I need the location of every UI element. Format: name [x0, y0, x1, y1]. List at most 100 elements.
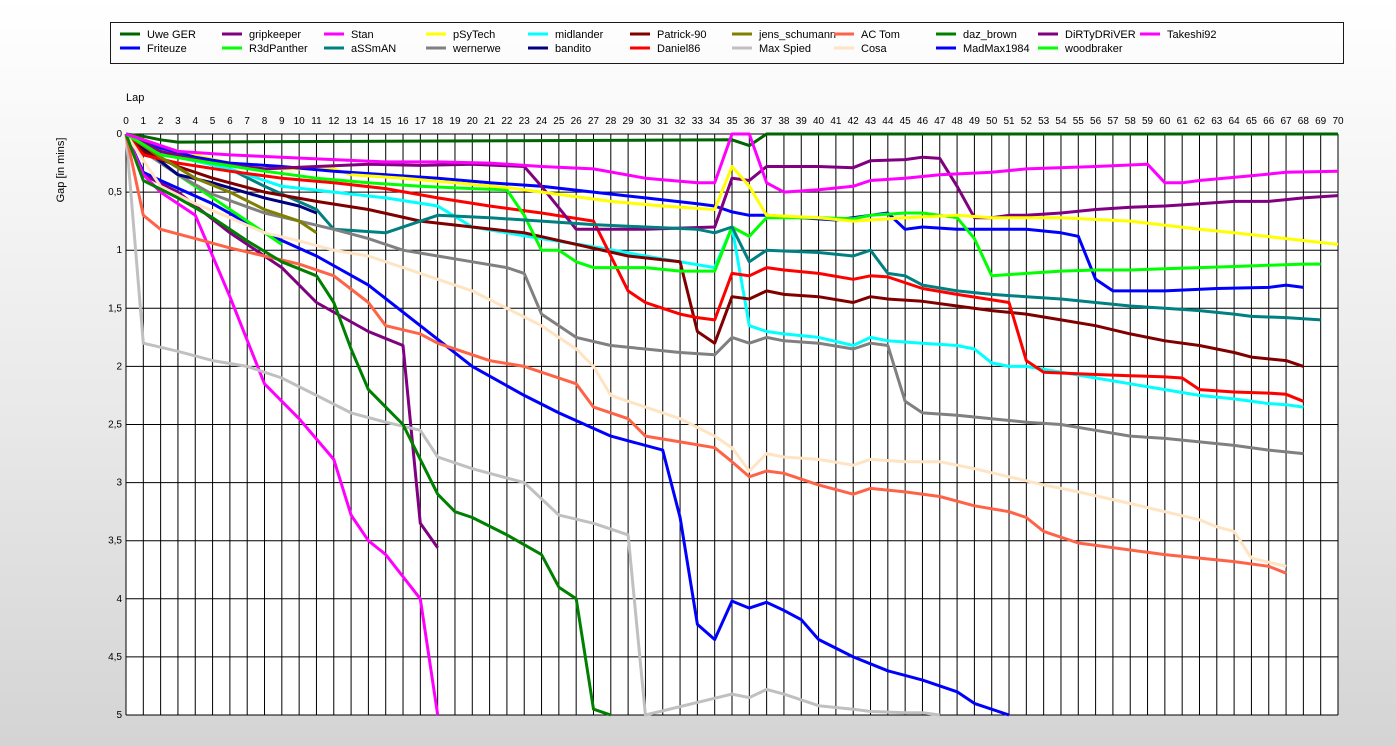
x-tick-label: 47: [934, 116, 946, 127]
legend-label: daz_brown: [963, 29, 1017, 41]
legend-label: R3dPanther: [249, 43, 308, 55]
x-tick-label: 68: [1298, 116, 1310, 127]
x-tick-label: 10: [294, 116, 306, 127]
legend-label: jens_schumann: [758, 29, 836, 41]
series-line-ac-tom: [124, 133, 1287, 575]
series-layer: [124, 132, 1339, 717]
axes: 0 1 2 3 4 5 6 7 8 9 10 11 12 13 14 15 16 17 18 19 20 21 22 23 24…: [108, 116, 1344, 721]
series-line-takeshi92: [125, 132, 1339, 194]
series-line-midlander: [125, 132, 1304, 409]
x-tick-label: 33: [692, 116, 704, 127]
x-tick-label: 30: [640, 116, 652, 127]
x-tick-label: 16: [397, 116, 409, 127]
x-tick-label: 70: [1332, 116, 1344, 127]
x-tick-label: 35: [726, 116, 738, 127]
x-tick-label: 37: [761, 116, 773, 127]
x-tick-label: 66: [1263, 116, 1275, 127]
x-tick-label: 28: [605, 116, 617, 127]
legend-label: Cosa: [861, 43, 888, 55]
y-tick-label: 1: [116, 245, 122, 256]
x-tick-label: 39: [796, 116, 808, 127]
legend-label: Daniel86: [657, 43, 700, 55]
x-tick-label: 49: [969, 116, 981, 127]
legend-label: Friteuze: [147, 43, 187, 55]
x-tick-label: 14: [363, 116, 375, 127]
x-tick-label: 52: [1021, 116, 1033, 127]
y-tick-label: 2,5: [108, 420, 122, 431]
x-tick-label: 64: [1229, 116, 1241, 127]
x-tick-label: 15: [380, 116, 392, 127]
x-tick-label: 44: [882, 116, 894, 127]
legend: Uwe GER Friteuze gripkeeper R3dPanther Stan a…: [120, 29, 1217, 55]
y-tick-label: 0: [116, 129, 122, 140]
y-tick-label: 2: [116, 361, 122, 372]
x-tick-label: 50: [986, 116, 998, 127]
x-tick-label: 24: [536, 116, 548, 127]
legend-label: gripkeeper: [249, 29, 301, 41]
x-tick-label: 31: [657, 116, 669, 127]
y-tick-label: 0,5: [108, 187, 122, 198]
x-axis-label: Lap: [126, 92, 144, 104]
x-tick-label: 67: [1280, 116, 1292, 127]
x-tick-label: 29: [623, 116, 635, 127]
x-tick-label: 69: [1315, 116, 1327, 127]
series-line-wernerwe: [333, 227, 1304, 456]
series-line-patrick-90: [124, 132, 1304, 368]
legend-label: bandito: [555, 43, 591, 55]
series-line-friteuze: [124, 133, 1010, 717]
x-tick-label: 12: [328, 116, 340, 127]
y-axis-label: Gap [in mins]: [55, 138, 67, 203]
x-tick-label: 59: [1142, 116, 1154, 127]
legend-label: midlander: [555, 29, 604, 41]
y-tick-label: 1,5: [108, 303, 122, 314]
legend-label: Max Spied: [759, 43, 811, 55]
legend-label: DiRTyDRiVER: [1065, 29, 1136, 41]
x-tick-label: 36: [744, 116, 756, 127]
series-line-max-spied: [124, 133, 940, 717]
series-line-daz-brown: [124, 133, 612, 717]
x-tick-label: 13: [346, 116, 358, 127]
series-line-stan: [124, 133, 440, 716]
x-tick-label: 2: [158, 116, 164, 127]
x-tick-label: 27: [588, 116, 600, 127]
series-line-assman: [333, 213, 1321, 322]
x-tick-label: 54: [1055, 116, 1067, 127]
x-tick-label: 56: [1090, 116, 1102, 127]
x-tick-label: 8: [262, 116, 268, 127]
x-tick-label: 22: [501, 116, 513, 127]
x-tick-label: 53: [1038, 116, 1050, 127]
series-line-jens-schumann: [125, 132, 318, 235]
y-tick-label: 4: [116, 594, 122, 605]
x-tick-label: 63: [1211, 116, 1223, 127]
x-tick-label: 62: [1194, 116, 1206, 127]
x-tick-label: 34: [709, 116, 721, 127]
x-tick-label: 6: [227, 116, 233, 127]
series-line-dirtydriver: [125, 132, 1339, 231]
x-tick-label: 23: [519, 116, 531, 127]
series-line-gripkeeper: [124, 133, 439, 549]
x-tick-label: 7: [244, 116, 250, 127]
x-tick-label: 20: [467, 116, 479, 127]
x-tick-label: 4: [192, 116, 198, 127]
legend-frame: [110, 22, 1344, 64]
x-tick-label: 43: [865, 116, 877, 127]
x-tick-label: 41: [830, 116, 842, 127]
x-tick-label: 51: [1003, 116, 1015, 127]
series-line-uwe-ger: [125, 132, 1338, 148]
x-tick-label: 1: [141, 116, 147, 127]
grid: [125, 133, 1339, 716]
legend-label: Uwe GER: [147, 29, 196, 41]
series-line-woodbraker: [125, 132, 1321, 278]
x-tick-label: 65: [1246, 116, 1258, 127]
legend-label: pSyTech: [453, 29, 495, 41]
y-tick-label: 5: [116, 710, 122, 721]
x-tick-label: 45: [900, 116, 912, 127]
x-tick-label: 11: [311, 116, 322, 127]
legend-label: woodbraker: [1064, 43, 1123, 55]
series-line-psytech: [350, 165, 1339, 246]
y-tick-label: 3: [116, 478, 122, 489]
x-tick-label: 0: [123, 116, 129, 127]
x-tick-label: 38: [778, 116, 790, 127]
x-tick-label: 61: [1177, 116, 1189, 127]
